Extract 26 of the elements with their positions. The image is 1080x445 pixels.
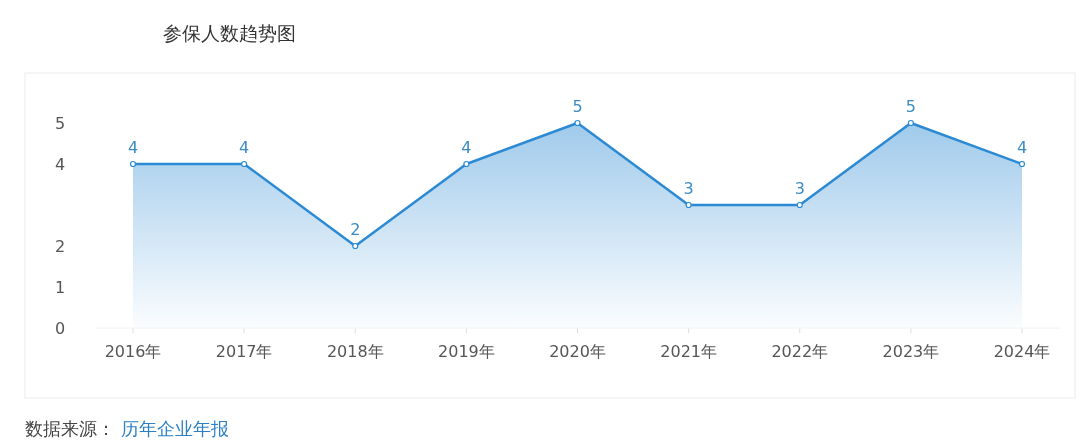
x-tick-label: 2024年 bbox=[993, 342, 1051, 361]
y-tick-label: 0 bbox=[54, 319, 66, 338]
x-tick-label: 2019年 bbox=[438, 342, 495, 361]
x-tick-label: 2016年 bbox=[104, 342, 162, 361]
data-label: 3 bbox=[794, 179, 805, 198]
data-label: 2 bbox=[350, 220, 361, 239]
data-label: 3 bbox=[683, 179, 694, 198]
y-tick-label: 4 bbox=[54, 155, 66, 174]
x-tick-label: 2021年 bbox=[660, 342, 717, 361]
data-label: 4 bbox=[461, 138, 472, 157]
source-note: 数据来源： bbox=[25, 418, 115, 439]
text: 历年企业年报 bbox=[121, 418, 229, 439]
data-label: 4 bbox=[1016, 138, 1028, 157]
x-tick-label: 2023年 bbox=[882, 342, 940, 361]
data-label: 5 bbox=[905, 97, 916, 116]
x-tick-label: 2022年 bbox=[771, 342, 829, 361]
y-tick-label: 5 bbox=[54, 114, 66, 133]
x-tick-label: 2017年 bbox=[215, 342, 273, 361]
data-label: 4 bbox=[239, 138, 250, 157]
chart-title: 参保人数趋势图 bbox=[163, 22, 296, 44]
x-tick-label: 2018年 bbox=[326, 342, 384, 361]
x-tick-label: 2020年 bbox=[549, 342, 606, 361]
y-tick-label: 1 bbox=[54, 278, 66, 297]
data-label: 4 bbox=[127, 138, 139, 157]
y-tick-label: 2 bbox=[54, 237, 66, 256]
data-label: 5 bbox=[572, 97, 583, 116]
